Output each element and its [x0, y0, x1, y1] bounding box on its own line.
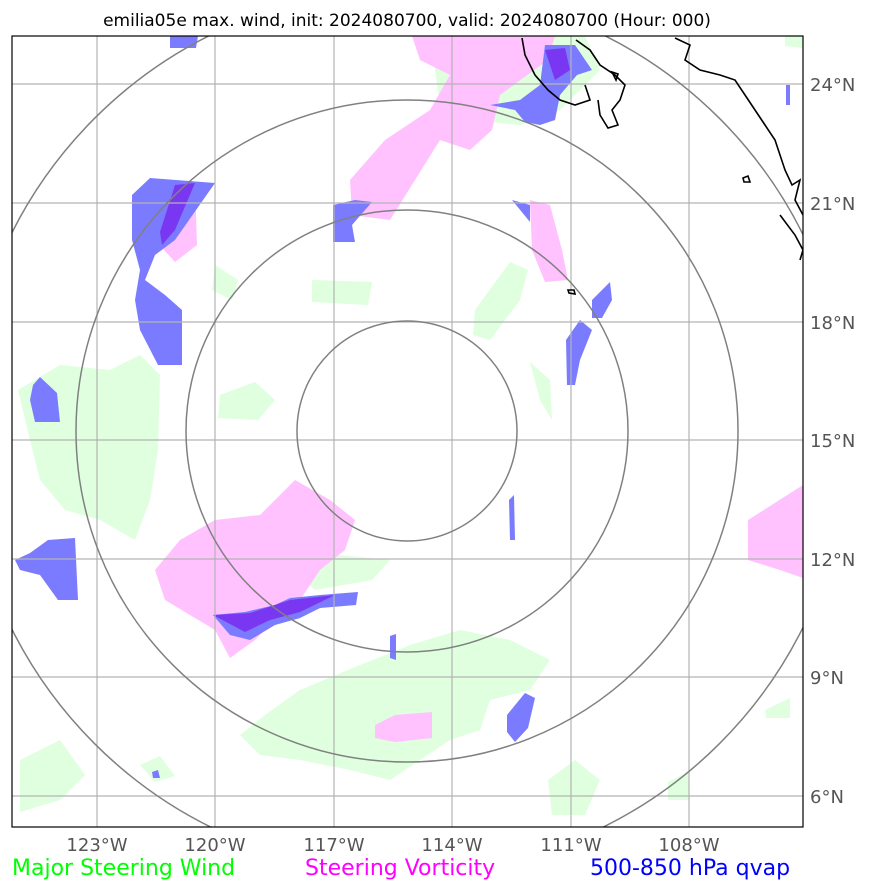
lat-tick-label: 15°N	[810, 431, 855, 452]
lon-tick-label: 108°W	[658, 835, 719, 856]
coastline	[521, 37, 803, 295]
lat-tick-label: 21°N	[810, 194, 855, 215]
map-area	[12, 36, 803, 827]
lon-tick-label: 120°W	[184, 835, 245, 856]
lon-tick-label: 123°W	[66, 835, 127, 856]
graticule	[12, 36, 803, 827]
legend-qvap: 500-850 hPa qvap	[590, 856, 790, 881]
lat-tick-label: 12°N	[810, 550, 855, 571]
lon-tick-label: 114°W	[421, 835, 482, 856]
range-ring	[75, 99, 739, 763]
lat-tick-label: 9°N	[810, 668, 844, 689]
longitude-labels: 123°W 120°W 117°W 114°W 111°W 108°W	[66, 835, 719, 856]
range-rings	[12, 36, 803, 827]
lon-tick-label: 111°W	[540, 835, 601, 856]
legend-steering-vorticity: Steering Vorticity	[305, 856, 495, 881]
lon-tick-label: 117°W	[303, 835, 364, 856]
overlap-shading	[160, 48, 570, 632]
lat-tick-label: 24°N	[810, 75, 855, 96]
legend-steering-wind: Major Steering Wind	[12, 856, 235, 881]
map-frame	[11, 35, 804, 828]
map-title: emilia05e max. wind, init: 2024080700, v…	[103, 11, 711, 31]
lat-tick-label: 18°N	[810, 313, 855, 334]
lat-tick-label: 6°N	[810, 787, 844, 808]
range-ring	[185, 209, 629, 653]
range-ring	[296, 320, 518, 542]
legend: Major Steering Wind Steering Vorticity 5…	[12, 856, 790, 881]
latitude-labels: 24°N 21°N 18°N 15°N 12°N 9°N 6°N	[810, 75, 855, 808]
